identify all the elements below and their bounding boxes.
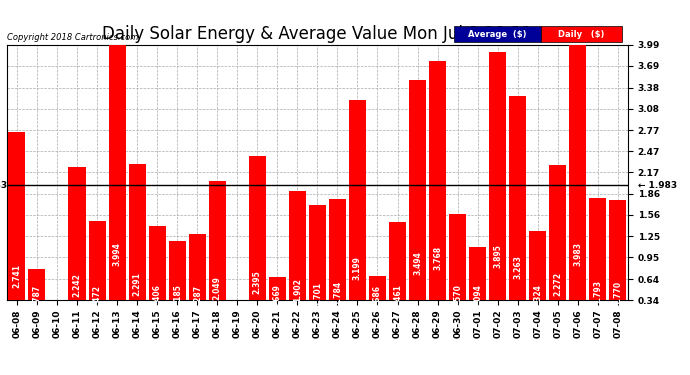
Bar bbox=[429, 60, 446, 324]
Bar bbox=[369, 276, 386, 324]
Text: 3.494: 3.494 bbox=[413, 251, 422, 274]
Text: 1.770: 1.770 bbox=[613, 281, 622, 305]
Bar bbox=[188, 234, 206, 324]
Text: 3.263: 3.263 bbox=[513, 255, 522, 279]
Text: ← 1.983: ← 1.983 bbox=[638, 181, 677, 190]
Text: Daily   ($): Daily ($) bbox=[558, 30, 604, 39]
Text: Average  ($): Average ($) bbox=[469, 30, 526, 39]
FancyBboxPatch shape bbox=[454, 26, 541, 42]
Bar bbox=[289, 191, 306, 324]
Bar bbox=[589, 198, 607, 324]
Text: 2.741: 2.741 bbox=[12, 264, 21, 288]
Title: Daily Solar Energy & Average Value Mon Jul 9 20:31: Daily Solar Energy & Average Value Mon J… bbox=[102, 26, 533, 44]
Bar bbox=[569, 45, 586, 324]
Bar bbox=[469, 248, 486, 324]
Text: 1.406: 1.406 bbox=[152, 285, 161, 309]
Bar bbox=[269, 277, 286, 324]
Text: 3.199: 3.199 bbox=[353, 256, 362, 280]
Bar bbox=[329, 199, 346, 324]
Text: 1.784: 1.784 bbox=[333, 280, 342, 304]
Bar bbox=[68, 167, 86, 324]
Bar bbox=[88, 221, 106, 324]
Text: 1.287: 1.287 bbox=[193, 285, 201, 309]
Text: 2.242: 2.242 bbox=[72, 273, 81, 297]
Text: 3.994: 3.994 bbox=[112, 242, 121, 266]
Bar bbox=[349, 100, 366, 324]
Text: 2.395: 2.395 bbox=[253, 270, 262, 294]
Text: 0.787: 0.787 bbox=[32, 284, 41, 309]
Text: 3.895: 3.895 bbox=[493, 244, 502, 268]
Bar bbox=[249, 156, 266, 324]
Bar bbox=[148, 225, 166, 324]
Text: 1.324: 1.324 bbox=[533, 285, 542, 309]
Text: 1.094: 1.094 bbox=[473, 285, 482, 309]
FancyBboxPatch shape bbox=[541, 26, 622, 42]
Bar bbox=[509, 96, 526, 324]
Bar bbox=[489, 52, 506, 324]
Bar bbox=[128, 164, 146, 324]
Bar bbox=[108, 45, 126, 324]
Text: Copyright 2018 Cartronics.com: Copyright 2018 Cartronics.com bbox=[7, 33, 138, 42]
Bar bbox=[28, 269, 46, 324]
Bar bbox=[309, 205, 326, 324]
Text: 2.049: 2.049 bbox=[213, 276, 221, 300]
Text: 2.291: 2.291 bbox=[132, 272, 141, 296]
Bar bbox=[168, 241, 186, 324]
Text: 3.768: 3.768 bbox=[433, 246, 442, 270]
Text: 3.983: 3.983 bbox=[573, 242, 582, 266]
Text: 1.793: 1.793 bbox=[593, 280, 602, 304]
Text: 1.185: 1.185 bbox=[172, 285, 181, 309]
Text: 1.472: 1.472 bbox=[92, 285, 101, 309]
Bar bbox=[8, 132, 26, 324]
Text: ← 1.983: ← 1.983 bbox=[0, 181, 7, 190]
Text: 1.902: 1.902 bbox=[293, 279, 302, 303]
Bar bbox=[549, 165, 566, 324]
Bar bbox=[609, 200, 627, 324]
Text: 1.701: 1.701 bbox=[313, 282, 322, 306]
Text: 1.570: 1.570 bbox=[453, 284, 462, 308]
Text: 0.669: 0.669 bbox=[273, 285, 282, 309]
Bar bbox=[389, 222, 406, 324]
Bar bbox=[208, 181, 226, 324]
Bar bbox=[409, 80, 426, 324]
Bar bbox=[449, 214, 466, 324]
Text: 1.461: 1.461 bbox=[393, 285, 402, 309]
Bar bbox=[529, 231, 546, 324]
Text: 0.686: 0.686 bbox=[373, 285, 382, 309]
Text: 2.272: 2.272 bbox=[553, 272, 562, 296]
